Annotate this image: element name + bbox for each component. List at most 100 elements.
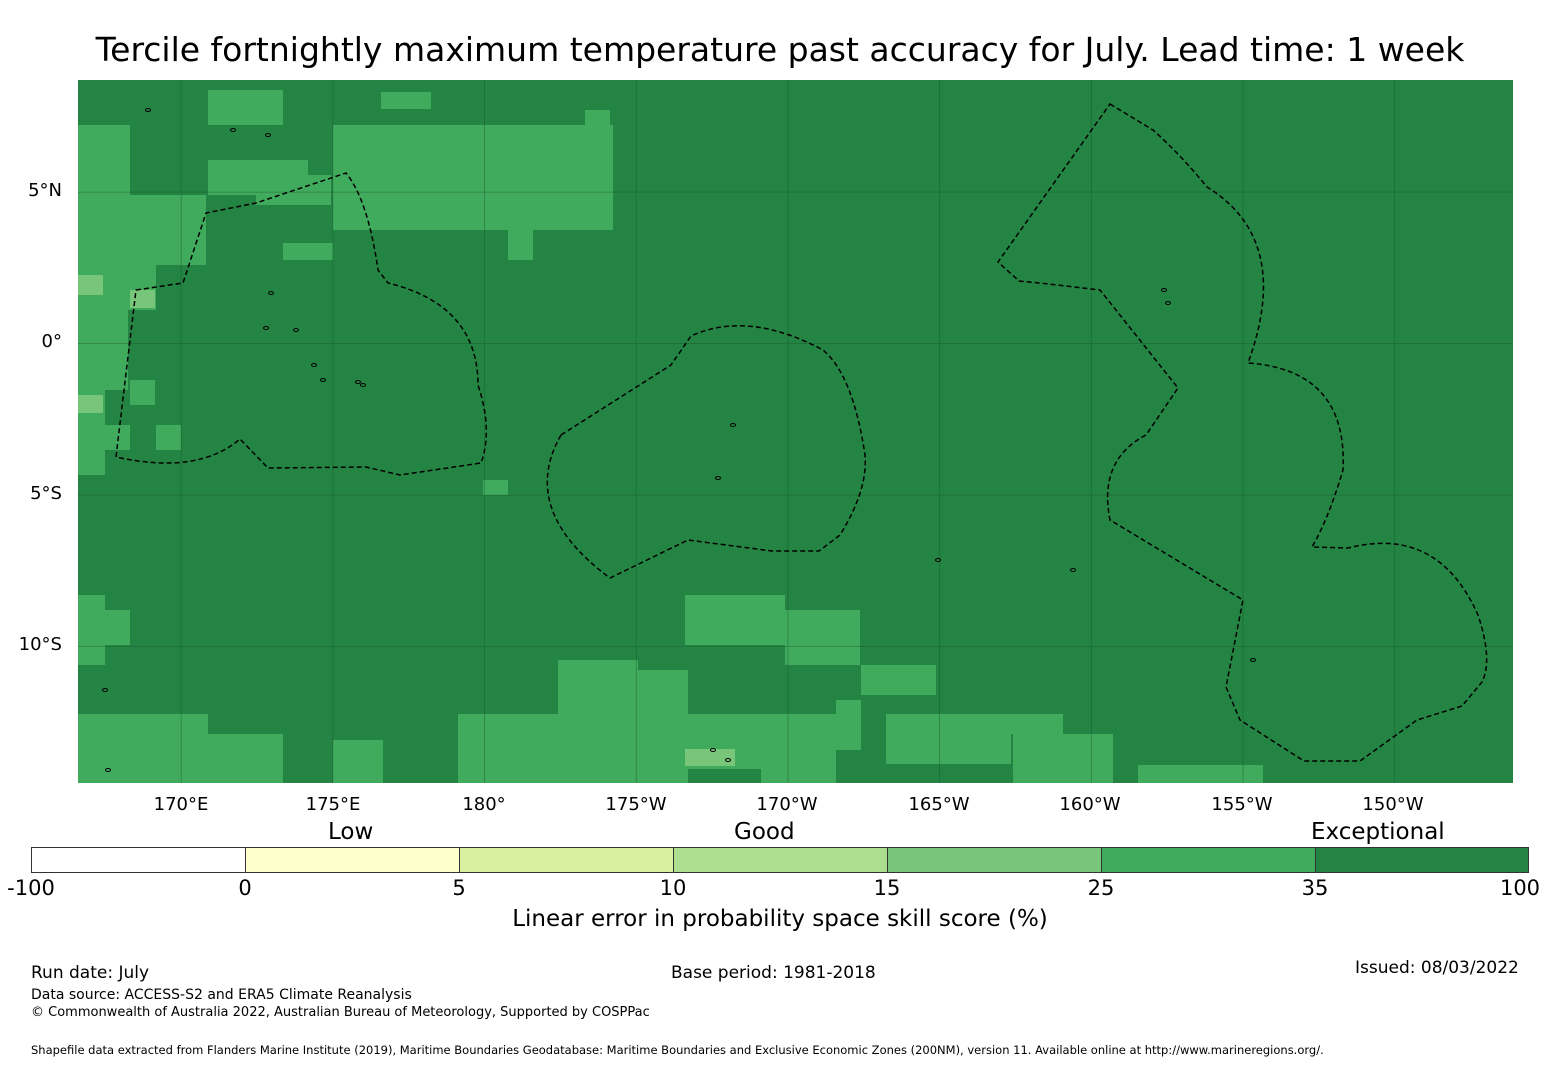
legend-category-exceptional: Exceptional: [1311, 819, 1445, 845]
lon-label-175e: 175°E: [305, 794, 361, 815]
island-outline: [710, 748, 716, 752]
colorbar-segment-5-10: [459, 847, 674, 873]
skill-score-map: [78, 80, 1513, 783]
skill-cell: [156, 425, 181, 450]
skill-cell: [78, 645, 105, 665]
lon-label-160w: 160°W: [1059, 794, 1121, 815]
island-outline: [1250, 658, 1256, 662]
skill-cell: [78, 310, 128, 390]
island-outline: [268, 291, 274, 295]
skill-cell: [358, 125, 408, 150]
colorbar-tick: 100: [1499, 876, 1541, 900]
skill-cell: [988, 714, 1063, 734]
lon-label-165w: 165°W: [908, 794, 970, 815]
lon-label-155w: 155°W: [1211, 794, 1273, 815]
colorbar-segment-0-5: [245, 847, 460, 873]
colorbar-segment-15-25: [887, 847, 1102, 873]
island-outline: [293, 328, 299, 332]
skill-cell: [1213, 765, 1263, 783]
skill-cell: [283, 243, 333, 260]
colorbar-tick: 35: [1301, 876, 1329, 900]
skill-cells-layer: [78, 90, 1263, 783]
skill-cell: [381, 92, 431, 109]
skill-cell: [1138, 765, 1213, 783]
eez-boundaries-layer: [115, 102, 1488, 762]
skill-cell: [836, 700, 861, 750]
islands-layer: [102, 108, 1256, 772]
island-outline: [715, 476, 721, 480]
skill-cell: [408, 125, 483, 150]
skill-cell: [483, 145, 508, 225]
skill-cell: [333, 740, 383, 783]
island-outline: [102, 688, 108, 692]
lat-label-5s: 5°S: [30, 483, 62, 504]
colorbar-segment-10-15: [673, 847, 888, 873]
colorbar-tick: 10: [659, 876, 687, 900]
skill-cell: [78, 595, 105, 645]
skill-cell: [78, 714, 208, 783]
island-outline: [145, 108, 151, 112]
base-period: Base period: 1981-2018: [671, 963, 876, 983]
island-outline: [311, 363, 317, 367]
skill-cell: [685, 749, 735, 766]
lat-label-10s: 10°S: [18, 634, 62, 655]
island-outline: [263, 326, 269, 330]
skill-cell: [483, 480, 508, 495]
island-outline: [105, 768, 111, 772]
copyright: © Commonwealth of Australia 2022, Austra…: [31, 1005, 650, 1020]
eez-boundary-line-islands: [997, 102, 1488, 762]
island-outline: [1070, 568, 1076, 572]
lon-label-150w: 150°W: [1362, 794, 1424, 815]
island-outline: [265, 133, 271, 137]
skill-cell: [208, 734, 283, 783]
colorbar-tick: 5: [452, 876, 466, 900]
island-outline: [725, 758, 731, 762]
colorbar: [31, 847, 1529, 873]
colorbar-tick: 0: [238, 876, 252, 900]
skill-cell: [1063, 734, 1113, 783]
island-outline: [230, 128, 236, 132]
colorbar-label: Linear error in probability space skill …: [512, 906, 1048, 932]
colorbar-segment-neg100-0: [31, 847, 246, 873]
island-outline: [320, 378, 326, 382]
shapefile-credit: Shapefile data extracted from Flanders M…: [31, 1043, 1324, 1057]
island-outline: [1161, 288, 1167, 292]
island-outline: [355, 380, 361, 384]
eez-boundary-tuvalu-kiribati: [115, 172, 488, 476]
issued-date: Issued: 08/03/2022: [1355, 958, 1519, 978]
run-date: Run date: July: [31, 963, 150, 983]
skill-cell: [130, 380, 155, 405]
legend-category-low: Low: [328, 819, 374, 845]
legend-category-good: Good: [734, 819, 795, 845]
skill-cell: [585, 110, 610, 125]
skill-cell: [105, 610, 130, 645]
island-outline: [360, 383, 366, 387]
lat-label-5n: 5°N: [28, 180, 62, 201]
skill-cell: [558, 714, 688, 783]
island-outline: [1165, 301, 1171, 305]
skill-cell: [458, 714, 558, 783]
lon-label-170w: 170°W: [756, 794, 818, 815]
map-panel: [78, 80, 1513, 783]
graticule-layer: [78, 80, 1513, 783]
skill-cell: [130, 290, 155, 308]
skill-cell: [1013, 734, 1063, 783]
skill-cell: [78, 275, 103, 295]
colorbar-tick: 15: [873, 876, 901, 900]
skill-cell: [508, 225, 533, 260]
skill-cell: [761, 714, 836, 783]
colorbar-tick: -100: [7, 876, 55, 900]
skill-cell: [861, 665, 936, 695]
skill-cell: [886, 714, 936, 764]
lon-label-175w: 175°W: [605, 794, 667, 815]
skill-cell: [685, 595, 785, 645]
map-title: Tercile fortnightly maximum temperature …: [95, 30, 1465, 69]
island-outline: [935, 558, 941, 562]
lon-label-170e: 170°E: [153, 794, 209, 815]
lat-label-0: 0°: [41, 331, 62, 352]
colorbar-segment-25-35: [1101, 847, 1316, 873]
lon-label-180: 180°: [462, 794, 506, 815]
colorbar-tick: 25: [1087, 876, 1115, 900]
skill-cell: [208, 90, 283, 125]
data-source: Data source: ACCESS-S2 and ERA5 Climate …: [31, 987, 412, 1003]
